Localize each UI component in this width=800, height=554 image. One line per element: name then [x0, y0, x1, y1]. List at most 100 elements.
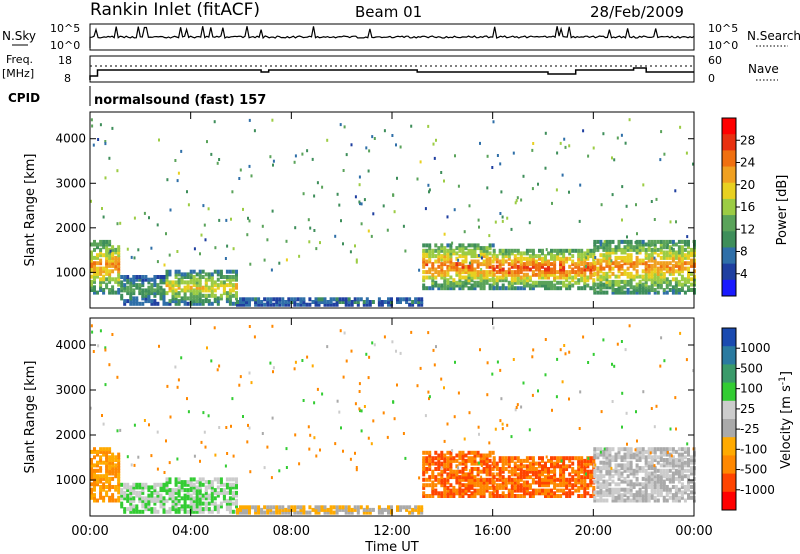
power-cell — [687, 239, 690, 244]
velocity-cell — [668, 447, 672, 452]
velocity-cell — [510, 472, 514, 477]
velocity-cell — [174, 509, 178, 514]
power-cell — [222, 285, 226, 290]
power-cell-sparse — [271, 209, 274, 213]
velocity-cell — [470, 491, 474, 496]
velocity-cell — [335, 507, 339, 512]
velocity-cell — [608, 474, 612, 479]
power-cell — [350, 300, 354, 304]
power-cell — [476, 280, 480, 285]
velocity-cell-sparse — [568, 397, 570, 401]
velocity-cell — [531, 477, 535, 482]
power-cell-sparse — [635, 203, 637, 207]
power-cell — [440, 262, 444, 267]
velocity-cell — [501, 485, 505, 490]
velocity-cell — [668, 479, 672, 484]
power-cell — [108, 274, 112, 279]
velocity-cell — [434, 491, 438, 496]
power-cell — [177, 280, 181, 285]
power-cell — [293, 297, 297, 302]
power-cell — [198, 275, 202, 279]
velocity-cell — [132, 507, 136, 512]
velocity-cell — [659, 452, 663, 457]
power-cell — [210, 293, 214, 298]
velocity-cell — [647, 447, 651, 452]
velocity-cell — [482, 483, 486, 488]
power-cell-sparse — [392, 193, 395, 197]
velocity-cell — [138, 490, 142, 495]
velocity-cell — [105, 474, 109, 479]
power-cell-sparse — [477, 254, 480, 257]
power-cell — [544, 256, 547, 261]
power-cell — [135, 277, 139, 282]
velocity-cell-sparse — [168, 461, 171, 465]
power-cell-sparse — [636, 232, 638, 236]
power-cell-sparse — [311, 157, 314, 161]
power-cell — [492, 280, 496, 285]
velocity-cell — [108, 460, 112, 465]
velocity-cell — [547, 458, 550, 463]
velocity-cell — [659, 485, 663, 489]
power-cell — [470, 286, 474, 291]
power-cell — [281, 300, 285, 304]
power-cell — [488, 272, 492, 277]
power-cell — [650, 271, 654, 276]
velocity-cell — [593, 455, 597, 460]
velocity-cell — [144, 501, 148, 506]
power-cell — [614, 274, 618, 279]
power-cell — [635, 285, 639, 290]
velocity-cell — [470, 458, 474, 463]
power-cell — [504, 254, 508, 259]
velocity-cell — [674, 487, 678, 492]
power-cell — [216, 299, 220, 304]
velocity-cell — [156, 498, 160, 503]
power-cell — [195, 280, 199, 285]
power-cell — [577, 256, 581, 261]
velocity-cell — [565, 464, 569, 469]
power-cell — [446, 264, 450, 269]
velocity-cell — [96, 449, 99, 454]
velocity-cell — [550, 469, 553, 474]
velocity-cell — [647, 460, 651, 465]
velocity-cell — [491, 467, 495, 471]
velocity-cell — [683, 463, 687, 468]
power-cell — [668, 250, 672, 255]
power-cell — [580, 272, 584, 277]
power-cell — [559, 280, 563, 285]
power-cell-sparse — [522, 174, 525, 178]
velocity-cell — [635, 466, 639, 471]
velocity-cell — [519, 485, 523, 490]
power-cell — [690, 288, 693, 292]
velocity-cell — [617, 490, 621, 495]
power-cell-sparse — [108, 156, 111, 160]
power-cell — [513, 275, 517, 280]
power-cell — [417, 300, 421, 304]
velocity-cell — [263, 505, 267, 510]
velocity-cell — [425, 467, 429, 471]
power-cell — [102, 266, 106, 271]
power-cell — [690, 247, 693, 252]
velocity-cell — [159, 504, 163, 509]
velocity-cell — [531, 469, 535, 474]
power-cell — [620, 239, 624, 244]
velocity-cell — [425, 458, 429, 463]
power-cell-sparse — [202, 204, 205, 208]
velocity-cell-sparse — [383, 335, 386, 339]
velocity-cell — [239, 510, 242, 515]
power-cell — [541, 248, 544, 253]
velocity-cell-sparse — [336, 399, 339, 403]
velocity-cell — [482, 494, 486, 498]
power-cell-sparse — [363, 198, 366, 202]
power-cell-sparse — [669, 220, 672, 224]
power-cell — [568, 256, 572, 261]
velocity-cell — [180, 507, 184, 512]
power-cell — [525, 256, 529, 261]
power-cell — [574, 264, 578, 269]
velocity-cell — [544, 488, 547, 493]
power-cell — [126, 288, 130, 293]
velocity-cell — [620, 455, 624, 460]
power-cell — [647, 247, 651, 252]
velocity-cell-sparse — [599, 450, 602, 454]
power-cell — [501, 262, 505, 267]
power-cell — [650, 247, 654, 252]
